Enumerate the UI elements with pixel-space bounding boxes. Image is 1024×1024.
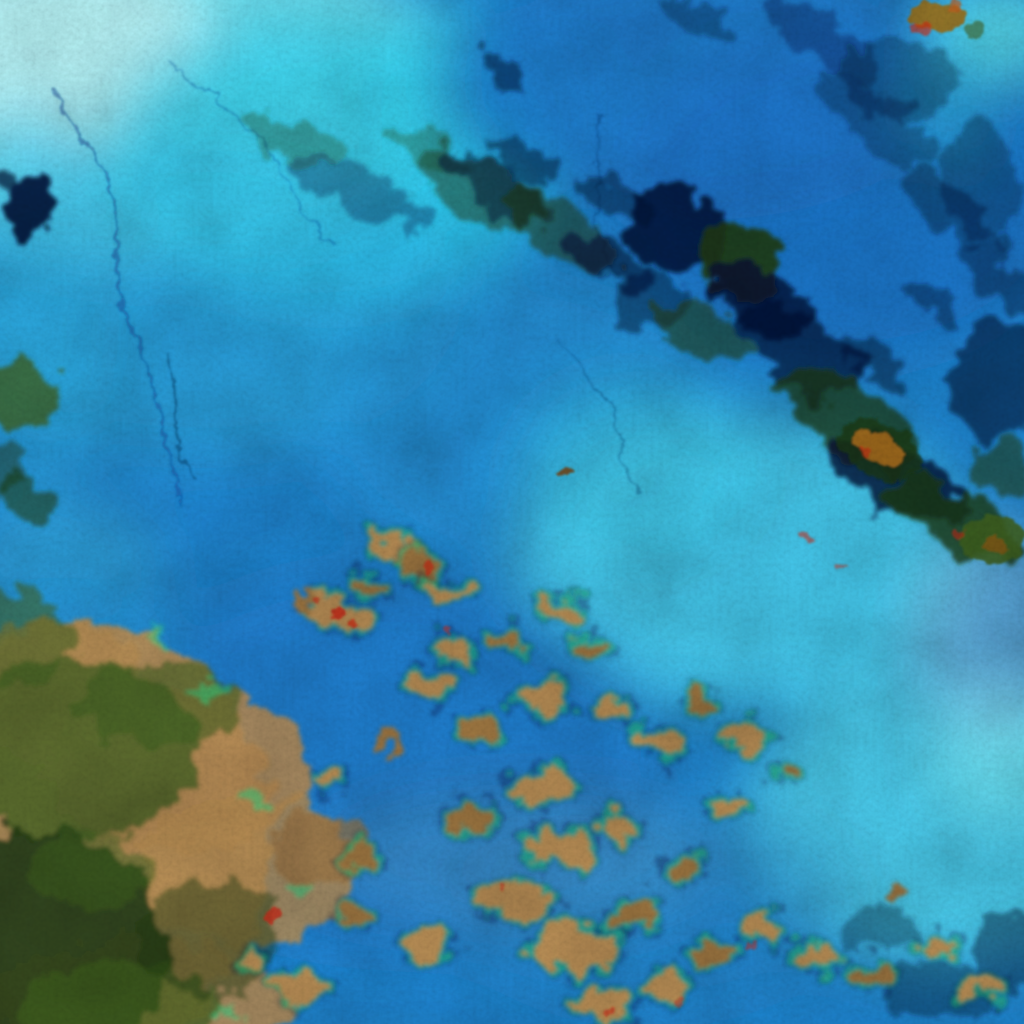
satellite-scene-canvas <box>0 0 1024 1024</box>
satellite-image <box>0 0 1024 1024</box>
fine-grain-texture <box>0 0 1024 1024</box>
